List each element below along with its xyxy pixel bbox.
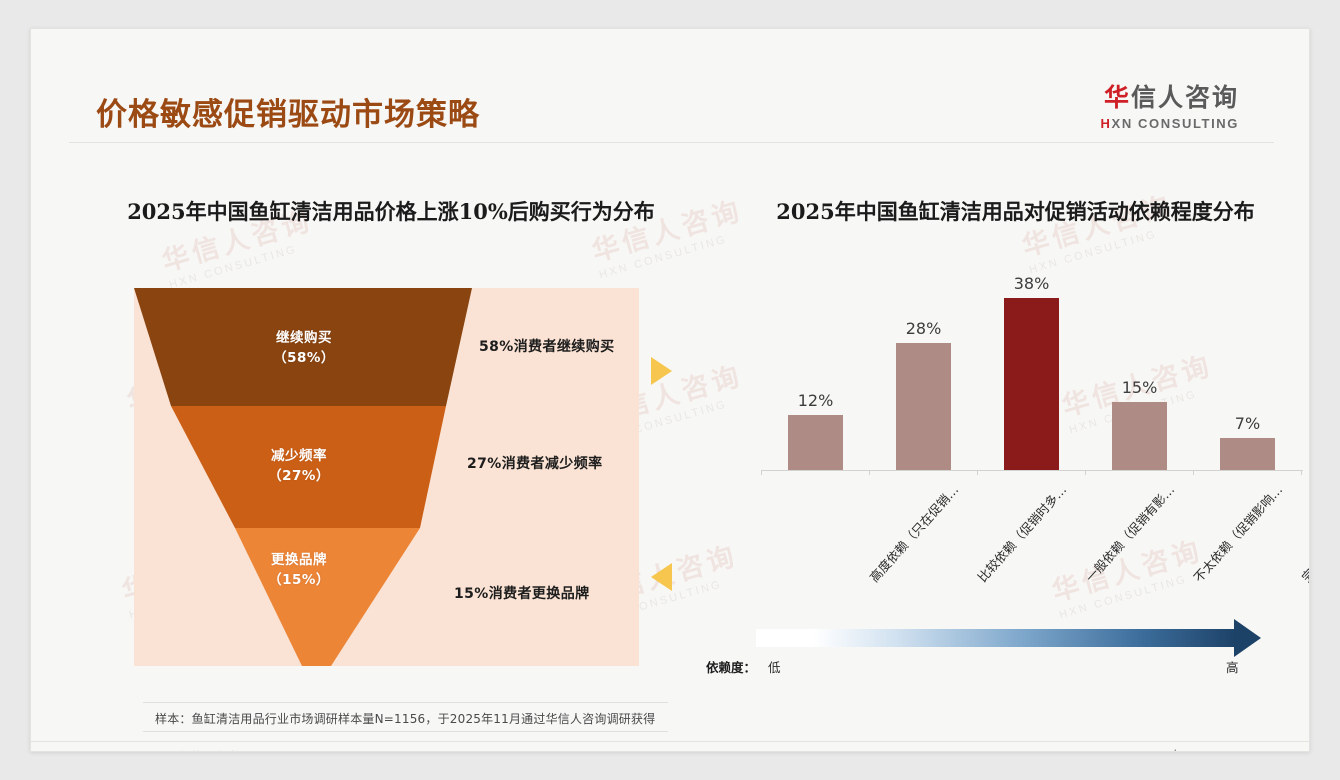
funnel-note-2: 27%消费者减少频率 — [467, 456, 603, 472]
bar-value-label: 38% — [1013, 274, 1050, 293]
source-note: 样本：鱼缸清洁用品行业市场调研样本量N=1156，于2025年11月通过华信人咨… — [155, 712, 656, 726]
logo-cn-rest: 信人咨询 — [1130, 84, 1239, 112]
source-divider-top — [143, 702, 668, 703]
footer-divider — [31, 741, 1309, 742]
x-axis-tick — [1301, 470, 1302, 475]
bar-item[interactable]: 12% — [788, 284, 843, 470]
bar-rect — [1112, 402, 1167, 470]
x-axis-tick — [869, 470, 870, 475]
dependence-bar-chart: 12% 28% 38% 15% 7% — [703, 274, 1309, 484]
logo-en-rest: XN CONSULTING — [1111, 116, 1239, 131]
logo-en-accent: H — [1100, 116, 1112, 131]
watermark-en: HXN CONSULTING — [1057, 573, 1189, 622]
x-axis-label: 比较依赖（促销时多… — [974, 482, 1070, 585]
bar-item[interactable]: 28% — [896, 284, 951, 470]
footer-website[interactable]: www.hxrcon.com — [1141, 748, 1244, 751]
watermark-en: HXN CONSULTING — [167, 243, 299, 292]
funnel-segment-1 — [134, 288, 472, 406]
watermark-en: HXN CONSULTING — [597, 233, 729, 282]
funnel-label-3: 更换品牌 （15%） — [229, 550, 369, 591]
bar-item-highlight[interactable]: 38% — [1004, 274, 1059, 470]
bar-item[interactable]: 15% — [1112, 284, 1167, 470]
page-title: 价格敏感促销驱动市场策略 — [96, 97, 480, 133]
funnel-segment-2 — [171, 406, 446, 528]
logo-cn-accent: 华 — [1103, 84, 1131, 112]
bar-value-label: 12% — [797, 391, 834, 410]
funnel-label-3-name: 更换品牌 — [271, 552, 327, 568]
watermark-en: HXN CONSULTING — [1027, 228, 1159, 277]
x-axis-tick — [1085, 470, 1086, 475]
x-axis-tick — [1193, 470, 1194, 475]
x-axis-label: 不太依赖（促销影响… — [1190, 482, 1286, 585]
legend-title: 依赖度： — [706, 660, 757, 675]
funnel-label-1: 继续购买 （58%） — [234, 328, 374, 369]
bar-rect — [788, 415, 843, 470]
right-chart-title: 2025年中国鱼缸清洁用品对促销活动依赖程度分布 — [776, 199, 1255, 224]
footer-copyright: ©2026.1 HXR华信人咨询 — [95, 748, 238, 751]
x-axis-tick — [977, 470, 978, 475]
x-axis-label: 高度依赖（只在促销… — [866, 482, 962, 585]
bar-item[interactable]: 7% — [1220, 284, 1275, 470]
gradient-arrow-icon — [1234, 619, 1261, 657]
funnel-note-1: 58%消费者继续购买 — [479, 339, 615, 355]
x-axis-line — [761, 470, 1303, 471]
logo-english: HXN CONSULTING — [1101, 116, 1239, 131]
x-axis-label: 完全不依赖（按需购… — [1298, 482, 1310, 585]
funnel-label-2-pct: （27%） — [268, 468, 330, 485]
triangle-right-icon — [651, 357, 672, 385]
funnel-note-3: 15%消费者更换品牌 — [454, 586, 590, 602]
funnel-chart: 继续购买 （58%） 减少频率 （27%） 更换品牌 （15%） 58%消费者继… — [134, 288, 639, 666]
bar-rect — [896, 343, 951, 470]
x-axis-tick — [761, 470, 762, 475]
left-chart-title: 2025年中国鱼缸清洁用品价格上涨10%后购买行为分布 — [127, 199, 655, 224]
slide-canvas: 华信人咨询 HXN CONSULTING 华信人咨询 HXN CONSULTIN… — [30, 28, 1310, 752]
bar-rect — [1220, 438, 1275, 470]
funnel-label-1-pct: （58%） — [273, 350, 335, 367]
dependence-gradient-bar — [756, 629, 1236, 647]
bar-value-label: 7% — [1234, 414, 1261, 433]
funnel-segment-3 — [235, 528, 420, 666]
bar-rect — [1004, 298, 1059, 470]
brand-logo: 华信人咨询 HXN CONSULTING — [1101, 85, 1239, 132]
funnel-shape — [134, 288, 472, 666]
logo-chinese: 华信人咨询 — [1101, 85, 1239, 112]
funnel-label-2: 减少频率 （27%） — [229, 446, 369, 487]
funnel-label-2-name: 减少频率 — [271, 448, 327, 464]
source-divider-bottom — [143, 731, 668, 732]
header-divider — [69, 142, 1274, 143]
bar-value-label: 15% — [1121, 378, 1158, 397]
triangle-left-icon — [651, 563, 672, 591]
legend-low-label: 低 — [768, 661, 781, 675]
x-axis-label: 一般依赖（促销有影… — [1082, 482, 1178, 585]
funnel-label-3-pct: （15%） — [268, 572, 330, 589]
legend-high-label: 高 — [1226, 661, 1239, 675]
bar-value-label: 28% — [905, 319, 942, 338]
funnel-label-1-name: 继续购买 — [276, 330, 332, 346]
